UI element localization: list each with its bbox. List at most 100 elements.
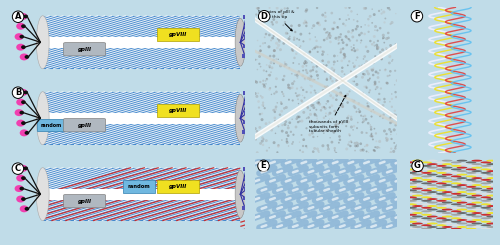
- Point: [347, 139, 355, 143]
- Point: [284, 6, 292, 10]
- Point: [294, 76, 302, 80]
- Point: [358, 120, 366, 124]
- Point: [298, 98, 306, 102]
- Point: [266, 64, 274, 68]
- Point: [294, 120, 302, 124]
- Point: [290, 79, 298, 83]
- Point: [300, 62, 308, 66]
- Text: gpVIII: gpVIII: [168, 108, 186, 113]
- Point: [334, 26, 342, 30]
- Ellipse shape: [421, 179, 432, 181]
- Ellipse shape: [442, 167, 452, 169]
- Point: [358, 131, 366, 135]
- Text: random: random: [40, 123, 62, 128]
- Point: [352, 74, 360, 78]
- Point: [371, 28, 379, 32]
- Point: [334, 86, 342, 90]
- Point: [370, 61, 378, 65]
- Point: [330, 54, 338, 58]
- Ellipse shape: [412, 226, 423, 228]
- Point: [368, 132, 376, 136]
- Point: [338, 70, 346, 74]
- Point: [394, 132, 402, 136]
- Point: [260, 84, 268, 88]
- Point: [256, 16, 264, 20]
- Ellipse shape: [427, 222, 438, 224]
- Point: [363, 69, 371, 73]
- Point: [306, 74, 314, 78]
- Point: [314, 147, 322, 151]
- Point: [281, 116, 289, 120]
- Point: [316, 23, 324, 27]
- Ellipse shape: [472, 184, 482, 186]
- Point: [332, 92, 340, 96]
- Point: [350, 64, 358, 68]
- Point: [338, 122, 346, 125]
- Point: [289, 140, 297, 144]
- Ellipse shape: [456, 160, 468, 162]
- Bar: [42, 92, 240, 118]
- Point: [354, 102, 362, 106]
- Point: [284, 83, 292, 87]
- Point: [280, 12, 287, 15]
- Point: [299, 69, 307, 73]
- Point: [378, 55, 386, 59]
- Ellipse shape: [427, 170, 438, 172]
- Point: [262, 32, 270, 36]
- Point: [284, 134, 292, 138]
- Bar: [248, 45, 252, 48]
- Point: [324, 53, 332, 57]
- Ellipse shape: [412, 188, 423, 190]
- Point: [388, 45, 396, 49]
- Point: [354, 121, 362, 124]
- Point: [326, 31, 334, 35]
- Ellipse shape: [18, 165, 28, 172]
- Ellipse shape: [442, 198, 452, 200]
- Point: [281, 122, 289, 126]
- Point: [308, 60, 316, 64]
- Point: [371, 58, 379, 62]
- Point: [302, 59, 310, 63]
- Ellipse shape: [466, 161, 476, 163]
- Ellipse shape: [442, 212, 452, 214]
- Point: [334, 59, 342, 63]
- Point: [350, 99, 358, 103]
- Ellipse shape: [412, 208, 423, 210]
- Point: [256, 94, 264, 98]
- Point: [386, 127, 394, 131]
- Point: [280, 23, 287, 27]
- Point: [318, 128, 326, 132]
- Ellipse shape: [436, 186, 446, 188]
- Bar: [248, 121, 252, 124]
- Ellipse shape: [24, 55, 29, 59]
- Bar: [248, 197, 252, 200]
- Point: [319, 144, 327, 148]
- Point: [370, 35, 378, 38]
- Ellipse shape: [406, 193, 417, 195]
- Point: [354, 19, 362, 23]
- Point: [354, 107, 362, 111]
- Ellipse shape: [456, 163, 468, 165]
- Point: [296, 148, 304, 152]
- Point: [330, 60, 338, 64]
- Point: [276, 37, 284, 41]
- Ellipse shape: [14, 185, 24, 192]
- Point: [310, 46, 318, 50]
- Ellipse shape: [456, 181, 468, 183]
- Point: [376, 139, 384, 143]
- Ellipse shape: [486, 184, 497, 186]
- Ellipse shape: [486, 205, 497, 207]
- Point: [370, 110, 378, 114]
- Point: [330, 68, 338, 72]
- Ellipse shape: [456, 216, 468, 218]
- Point: [284, 32, 292, 36]
- Point: [288, 24, 296, 28]
- Ellipse shape: [451, 165, 462, 167]
- Point: [252, 138, 260, 142]
- Ellipse shape: [480, 214, 492, 216]
- Ellipse shape: [480, 179, 492, 181]
- Ellipse shape: [436, 221, 446, 223]
- Bar: [250, 101, 254, 104]
- Point: [366, 88, 374, 92]
- Point: [266, 87, 274, 91]
